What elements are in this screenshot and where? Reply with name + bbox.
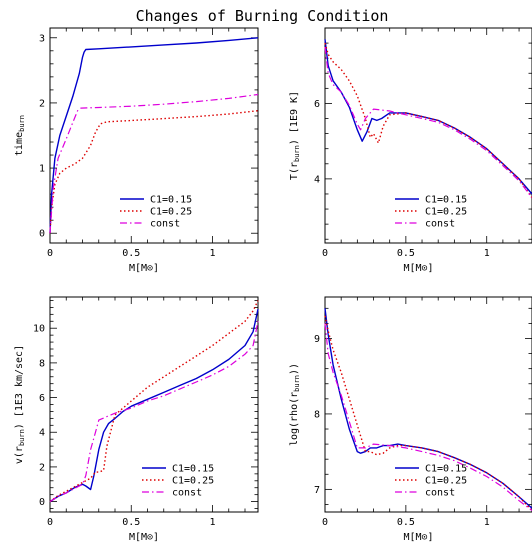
- x-tick-label: 1: [484, 517, 490, 528]
- y-tick-label: 6: [314, 99, 320, 110]
- panel-temperature: 0 0.5 1 4 6 M[M⊙] T(rburn) [1E9 K] C1=0.15C1=0.…: [289, 27, 532, 274]
- series-const-line: [324, 46, 532, 199]
- x-tick-label: 0.5: [397, 248, 415, 259]
- y-tick-label: 9: [314, 334, 320, 345]
- legend-label: const: [172, 488, 202, 499]
- y-tick-label: 3: [39, 33, 45, 44]
- y-tick-label: 2: [39, 462, 45, 473]
- figure-title: Changes of Burning Condition: [136, 7, 389, 25]
- legend-label: C1=0.25: [425, 476, 467, 487]
- x-tick-label: 0: [47, 248, 53, 259]
- y-tick-label: 7: [314, 485, 320, 496]
- x-axis-label: M[M⊙]: [129, 263, 159, 274]
- y-axis-label: log(rho(rburn)): [289, 363, 301, 446]
- y-tick-label: 4: [314, 174, 320, 185]
- x-tick-label: 0: [322, 517, 328, 528]
- y-tick-label: 0: [39, 229, 45, 240]
- y-tick-label: 8: [39, 358, 45, 369]
- series-c1-0-25-line: [324, 315, 532, 511]
- plot-frame: [49, 27, 259, 244]
- y-tick-label: 0: [39, 497, 45, 508]
- x-tick-label: 1: [209, 248, 215, 259]
- legend-label: C1=0.25: [425, 207, 467, 218]
- legend-label: C1=0.15: [150, 195, 192, 206]
- legend-label: C1=0.15: [425, 464, 467, 475]
- series-const-line: [49, 321, 259, 503]
- legend-label: const: [425, 488, 455, 499]
- y-axis-label: v(rburn) [1E3 km/sec]: [14, 345, 26, 464]
- y-tick-label: 1: [39, 164, 45, 175]
- y-axis-label: T(rburn) [1E9 K]: [289, 91, 301, 180]
- x-axis-label: M[M⊙]: [403, 263, 433, 274]
- series-const-line: [49, 93, 259, 234]
- series-c1-0-15-line: [324, 308, 532, 509]
- legend-label: C1=0.25: [150, 207, 192, 218]
- series-c1-0-15-line: [49, 308, 259, 503]
- series-c1-0-25-line: [324, 42, 532, 199]
- x-tick-label: 1: [484, 248, 490, 259]
- series-const-line: [324, 323, 532, 511]
- plot-frame: [324, 27, 532, 244]
- y-tick-label: 6: [39, 393, 45, 404]
- y-tick-label: 4: [39, 428, 45, 439]
- x-tick-label: 0: [47, 517, 53, 528]
- y-tick-label: 2: [39, 98, 45, 109]
- x-tick-label: 0.5: [122, 517, 140, 528]
- legend-label: const: [425, 219, 455, 230]
- legend-label: C1=0.25: [172, 476, 214, 487]
- x-axis-label: M[M⊙]: [129, 532, 159, 543]
- x-tick-label: 0.5: [122, 248, 140, 259]
- y-tick-label: 8: [314, 409, 320, 420]
- panel-density: 0 0.5 1 7 8 9 M[M⊙] log(rho(rburn)) C1=0.15C1=0.…: [289, 296, 532, 543]
- series-c1-0-15-line: [49, 37, 259, 234]
- panel-time-burn: 0 0.5 1 0 1 2 3 M[M⊙] timeburn C1=0.15C1=0.25cons…: [14, 27, 259, 274]
- series-c1-0-25-line: [49, 300, 259, 503]
- y-axis-label: timeburn: [14, 115, 26, 156]
- legend-label: C1=0.15: [425, 195, 467, 206]
- x-axis-label: M[M⊙]: [403, 532, 433, 543]
- series-c1-0-15-line: [324, 39, 532, 195]
- x-tick-label: 0.5: [397, 517, 415, 528]
- y-tick-label: 10: [33, 324, 45, 335]
- plot-frame: [324, 296, 532, 513]
- x-tick-label: 1: [209, 517, 215, 528]
- legend-label: const: [150, 219, 180, 230]
- legend-label: C1=0.15: [172, 464, 214, 475]
- x-tick-label: 0: [322, 248, 328, 259]
